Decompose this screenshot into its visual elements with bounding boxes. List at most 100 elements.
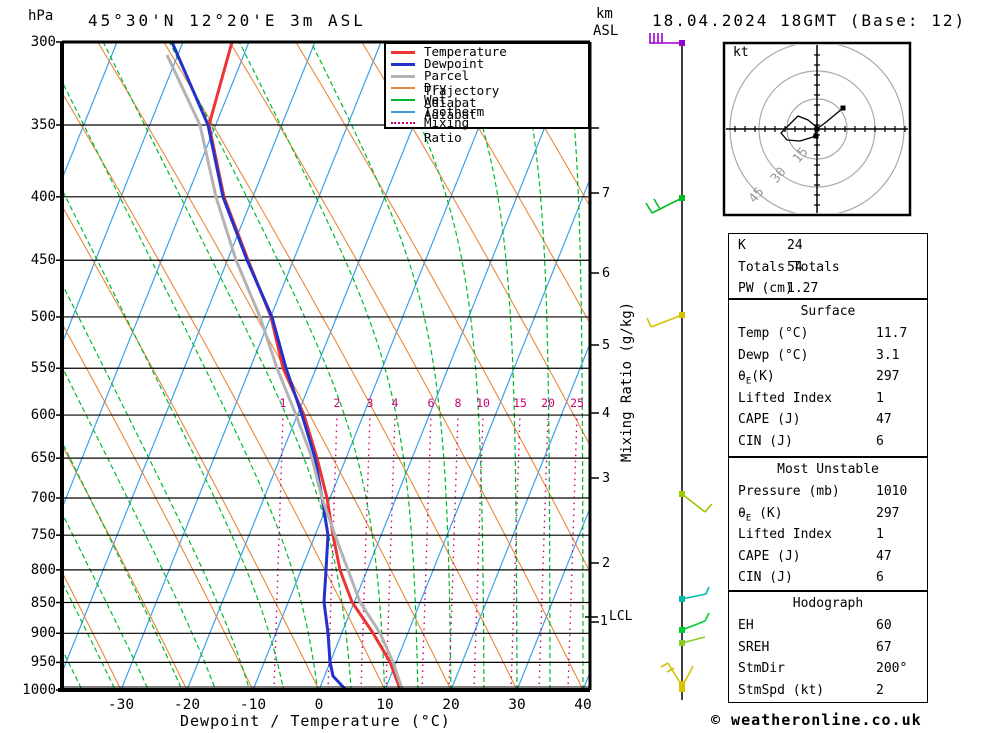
pressure-tick-label: 300 — [30, 34, 56, 50]
pressure-tick-label: 750 — [30, 527, 56, 544]
legend-swatch-wet-adiabat — [391, 98, 415, 101]
mixing-ratio-line — [473, 414, 484, 690]
pressure-tick-label: 450 — [30, 252, 56, 269]
mixing-ratio-value-label: 2 — [333, 396, 341, 410]
isotherm-line — [63, 42, 184, 343]
mixing-ratio-group — [273, 414, 578, 690]
dewpoint-curve — [170, 42, 347, 690]
pressure-tick-label: 650 — [30, 450, 56, 467]
dry-adiabat-line — [229, 42, 584, 690]
mixing-ratio-line — [385, 414, 396, 690]
table-row-label: K — [738, 238, 746, 253]
wet-adiabat-line — [168, 42, 386, 690]
mixing-ratio-line — [510, 414, 521, 690]
wet-adiabats-group — [63, 42, 584, 690]
wind-barb — [651, 197, 683, 214]
wind-barb — [650, 314, 683, 328]
table-row-label: CAPE (J) — [738, 412, 801, 427]
km-tick-label: 3 — [602, 470, 611, 486]
temp-tick-label: -10 — [239, 697, 267, 713]
mixing-ratio-line — [567, 414, 578, 690]
wet-adiabat-line — [63, 582, 121, 690]
hodograph-unit-label: kt — [733, 45, 749, 60]
wind-barb-dot — [679, 195, 685, 201]
legend-swatch-isotherm — [391, 110, 415, 113]
temp-tick-label: 0 — [314, 697, 324, 713]
wind-barb-dot — [679, 686, 685, 692]
km-tick-label: 6 — [602, 265, 611, 281]
pressure-tick-label: 400 — [30, 188, 56, 205]
page-title: 45°30'N 12°20'E 3m ASL — [88, 11, 366, 30]
wet-adiabat-line — [63, 442, 187, 690]
mixing-ratio-line — [448, 414, 459, 690]
legend-swatch-dewpoint — [391, 62, 415, 66]
wind-barb-dot — [679, 640, 685, 646]
legend-label: Temperature — [424, 44, 507, 59]
pressure-unit-label: hPa — [28, 8, 54, 24]
wet-adiabat-line — [63, 367, 220, 690]
mixing-ratio-value-label: 8 — [454, 396, 462, 410]
temp-tick-label: 40 — [574, 697, 592, 713]
wind-barb — [681, 620, 706, 631]
table-row-value: 47 — [876, 548, 892, 564]
isotherm-line — [120, 42, 382, 690]
temp-tick-label: -30 — [107, 697, 135, 713]
wind-barb-column-group — [645, 33, 713, 700]
table-row-label: CIN (J) — [738, 570, 793, 585]
pressure-tick-label: 500 — [30, 308, 56, 325]
mixing-ratio-line — [360, 414, 371, 690]
isotherms-group — [63, 42, 589, 690]
table-row-value: 47 — [876, 412, 892, 427]
km-tick-label: 4 — [602, 405, 611, 421]
temp-tick-label: 20 — [442, 697, 460, 713]
hodograph-inner — [726, 45, 908, 213]
mixing-ratio-line — [327, 414, 338, 690]
parcel_trajectory-curve — [165, 54, 404, 690]
table-row-label: Lifted Index — [738, 527, 832, 542]
pressure-tick-label: 950 — [30, 654, 56, 671]
km-unit-label: km — [596, 6, 613, 22]
wind-barb — [645, 202, 653, 214]
wet-adiabat-line — [63, 190, 286, 690]
wind-barb — [705, 586, 710, 595]
table-row-label: StmSpd (kt) — [738, 682, 825, 698]
wind-barb-dot — [679, 40, 685, 46]
hodograph-dot — [814, 126, 820, 132]
table-row-value: 1.27 — [787, 281, 819, 296]
hodograph-trace — [780, 107, 844, 142]
table-row-value: 6 — [876, 570, 884, 585]
dry-adiabat-line — [63, 324, 254, 690]
mixing-ratio-value-label: 25 — [570, 396, 584, 410]
table-section-title: Surface — [800, 304, 856, 319]
wind-barb-dot — [679, 491, 685, 497]
pressure-tick-label: 850 — [30, 594, 56, 611]
x-axis-title: Dewpoint / Temperature (°C) — [180, 712, 451, 730]
legend-label: Dry Adiabat — [424, 79, 477, 110]
mixing-ratio-value-label: 4 — [391, 396, 399, 410]
wind-barb-dot — [679, 627, 685, 633]
legend-swatch-mixing-ratio — [391, 122, 415, 125]
pressure-tick-label: 900 — [30, 625, 56, 642]
wind-barb — [666, 667, 675, 673]
temperature-curve — [207, 42, 402, 690]
wet-adiabat-line — [310, 42, 452, 690]
isotherm-line — [252, 42, 514, 690]
mixing-ratio-line — [421, 414, 432, 690]
isotherm-line — [516, 508, 589, 690]
table-row-value: 1 — [876, 527, 884, 542]
table-row-value: 2 — [876, 682, 884, 698]
wet-adiabat-line — [102, 42, 352, 690]
pressure-tick-label: 800 — [30, 561, 56, 578]
dry-adiabat-line — [63, 446, 188, 690]
mixing-ratio-value-label: 1 — [279, 396, 287, 410]
table-row-label: Temp (°C) — [738, 326, 809, 341]
lcl-tick-label: 1 — [600, 614, 608, 629]
km-tick-label: 7 — [602, 185, 611, 201]
wind-barb — [704, 612, 710, 622]
temp-tick-label: 30 — [508, 697, 526, 713]
wind-barb — [681, 636, 706, 644]
wet-adiabat-line — [63, 82, 319, 690]
wind-barb — [653, 198, 661, 210]
mixing-ratio-value-label: 3 — [366, 396, 374, 410]
table-row-label: EH — [738, 618, 754, 633]
